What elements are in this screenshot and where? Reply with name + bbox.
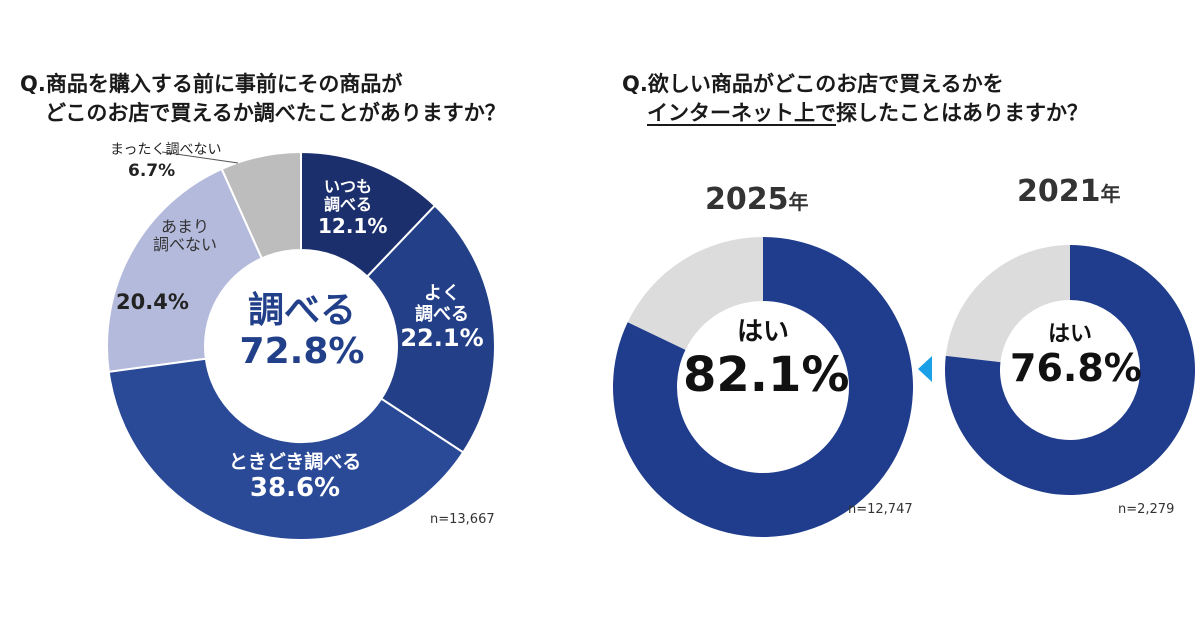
label-always: いつも 調べる 12.1%	[318, 177, 388, 238]
donut-slice-0	[613, 237, 914, 537]
year-2025: 2025年	[705, 182, 809, 217]
leader-line	[161, 151, 239, 164]
donut-slice-1	[365, 204, 496, 454]
label-rarely: あまり 調べない	[152, 217, 217, 255]
title-line1: Q.商品を購入する前に事前にその商品が	[20, 72, 403, 96]
donut-slice-3	[106, 167, 264, 373]
comparison-arrow-icon	[918, 356, 932, 382]
value-rarely: 20.4%	[116, 290, 189, 314]
center-label-2021: はい 76.8%	[1010, 322, 1142, 391]
donut-slice-1	[945, 245, 1070, 363]
sample-size-2025: n=12,747	[848, 502, 913, 517]
label-never: まったく調べない	[110, 142, 222, 158]
sample-size-2021: n=2,279	[1118, 502, 1175, 517]
title-line1: Q.欲しい商品がどこのお店で買えるかを	[622, 72, 1004, 96]
title-rest: 探したことはありますか？	[836, 101, 1088, 125]
center-label-2025: はい 82.1%	[683, 317, 850, 403]
title-line2: どこのお店で買えるか調べたことがありますか？	[45, 101, 506, 125]
donut-slice-0	[300, 150, 437, 278]
left-question-title: Q.商品を購入する前に事前にその商品が どこのお店で買えるか調べたことがあります…	[20, 70, 506, 128]
donut-slice-2	[107, 357, 465, 541]
sample-size-left: n=13,667	[430, 512, 495, 527]
donut-slice-1	[627, 237, 763, 350]
label-often: よく 調べる 22.1%	[400, 283, 484, 353]
right-question-title: Q.欲しい商品がどこのお店で買えるかを インターネット上で探したことはありますか…	[622, 70, 1088, 128]
title-underlined: インターネット上で	[647, 101, 836, 125]
year-2021: 2021年	[1017, 174, 1121, 209]
value-never: 6.7%	[128, 161, 176, 181]
center-label-left: 調べる 72.8%	[239, 290, 365, 373]
label-sometimes: ときどき調べる 38.6%	[228, 451, 362, 503]
donut-slice-0	[945, 245, 1195, 495]
